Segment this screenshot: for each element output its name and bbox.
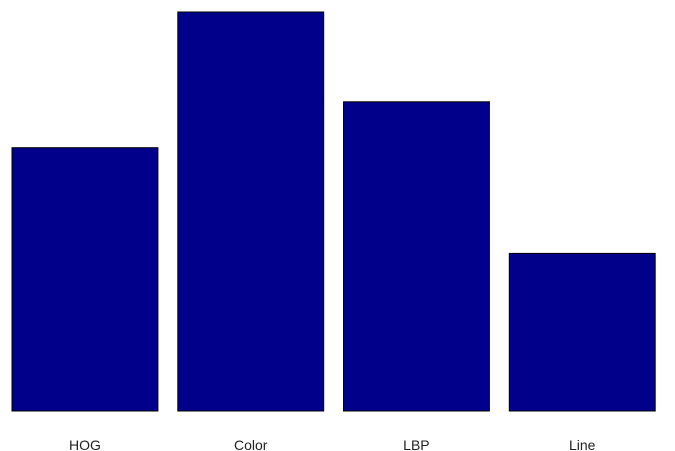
bar-hog (11, 147, 159, 412)
bar-color (177, 11, 325, 412)
bar-line (508, 252, 656, 412)
x-tick-label-hog: HOG (69, 437, 101, 451)
x-tick-label-line: Line (569, 437, 596, 451)
bar-lbp (343, 101, 490, 412)
bars-group (11, 11, 656, 412)
x-tick-label-color: Color (234, 437, 268, 451)
x-tick-label-lbp: LBP (403, 437, 429, 451)
tick-labels-group: HOG Color LBP Line (69, 437, 596, 451)
